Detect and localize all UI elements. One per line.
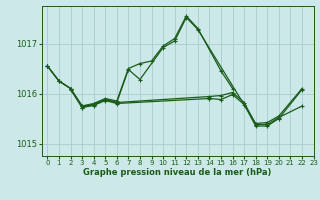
X-axis label: Graphe pression niveau de la mer (hPa): Graphe pression niveau de la mer (hPa) xyxy=(84,168,272,177)
